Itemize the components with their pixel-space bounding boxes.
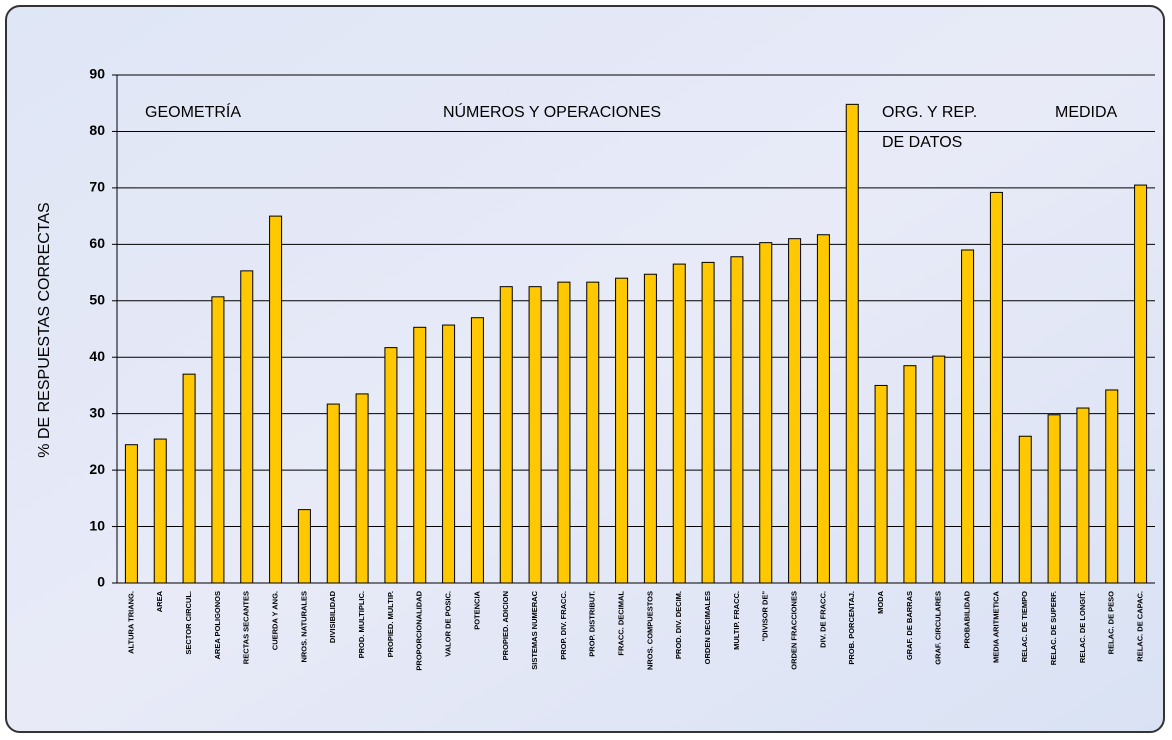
x-tick-label: RELAC. DE TIEMPO — [1020, 591, 1029, 662]
bar — [1018, 435, 1032, 584]
x-tick-label: PROP. DISTRIBUT. — [588, 591, 597, 657]
x-tick-label: ALTURA TRIANG. — [126, 591, 135, 654]
bar — [153, 438, 167, 584]
bar — [499, 286, 513, 584]
bar — [730, 256, 744, 584]
bar — [124, 444, 138, 584]
bar — [528, 286, 542, 584]
x-tick-label: MULTIP. FRACC. — [732, 591, 741, 650]
bar — [326, 403, 340, 584]
annotation: GEOMETRÍA — [145, 102, 241, 121]
bar — [269, 215, 283, 584]
x-tick-label: SISTEMAS NUMERAC — [530, 590, 539, 669]
y-tick-label: 10 — [89, 517, 105, 533]
bar — [1076, 407, 1090, 584]
y-tick-label: 90 — [89, 66, 105, 82]
x-tick-label: ORDEN FRACCIONES — [790, 591, 799, 670]
x-tick-label: PROPORCIONALIDAD — [415, 590, 424, 670]
x-tick-label: RELAC. DE LONGIT. — [1078, 591, 1087, 663]
annotation: NÚMEROS Y OPERACIONES — [443, 102, 661, 121]
y-tick-label: 50 — [89, 291, 105, 307]
annotation: ORG. Y REP. — [882, 104, 977, 121]
bar — [845, 103, 859, 584]
x-tick-label: AREA — [155, 590, 164, 612]
x-tick-label: SECTOR CIRCUL. — [184, 591, 193, 655]
x-tick-label: "DIVISOR DE" — [761, 591, 770, 642]
bar — [470, 317, 484, 584]
y-tick-label: 20 — [89, 461, 105, 477]
y-tick-label: 0 — [97, 574, 105, 590]
x-tick-label: ORDEN DECIMALES — [703, 591, 712, 664]
x-tick-label: PROBABILIDAD — [963, 590, 972, 648]
bar — [355, 393, 369, 584]
bar — [643, 273, 657, 584]
x-tick-label: RELAC. DE PESO — [1107, 591, 1116, 655]
x-tick-label: GRAF. DE BARRAS — [905, 591, 914, 660]
annotation: MEDIDA — [1055, 104, 1118, 121]
y-tick-label: 30 — [89, 404, 105, 420]
bar — [211, 296, 225, 584]
bar — [557, 281, 571, 584]
x-tick-label: PROPIED. ADICION — [501, 591, 510, 660]
x-tick-label: NROS. NATURALES — [299, 591, 308, 663]
x-tick-label: CUERDA Y ANG. — [271, 591, 280, 650]
bar — [615, 277, 629, 584]
bar — [240, 270, 254, 584]
y-axis-label: % DE RESPUESTAS CORRECTAS — [36, 202, 53, 457]
bar — [759, 242, 773, 584]
x-tick-label: POTENCIA — [472, 590, 481, 629]
bar — [297, 509, 311, 584]
bar — [442, 324, 456, 584]
x-tick-label: DIV. DE FRACC. — [818, 591, 827, 648]
y-tick-label: 80 — [89, 122, 105, 138]
bar — [701, 261, 715, 584]
x-tick-label: PROPIED. MULTIP. — [386, 591, 395, 657]
x-tick-label: PROP. DIV. FRACC. — [559, 591, 568, 660]
x-tick-label: PROD. DIV. DECIM. — [674, 591, 683, 659]
x-tick-label: MEDIA ARITMETICA — [991, 590, 1000, 663]
y-tick-label: 60 — [89, 235, 105, 251]
bar — [1105, 389, 1119, 584]
x-tick-label: MODA — [876, 590, 885, 613]
bar — [903, 365, 917, 584]
bar — [413, 326, 427, 584]
bar — [816, 234, 830, 584]
x-tick-label: RELAC. DE SUPERF. — [1049, 591, 1058, 665]
x-tick-label: GRAF. CIRCULARES — [934, 591, 943, 665]
bar — [1134, 184, 1148, 584]
x-tick-label: DIVISIBILIDAD — [328, 590, 337, 643]
y-tick-label: 70 — [89, 179, 105, 195]
bar — [586, 281, 600, 584]
x-tick-label: PROD. MULTIPLIC. — [357, 591, 366, 658]
bar — [182, 373, 196, 584]
x-tick-label: VALOR DE POSIC. — [444, 591, 453, 657]
y-tick-label: 40 — [89, 348, 105, 364]
bar — [672, 263, 686, 584]
x-tick-label: RELAC. DE CAPAC. — [1136, 591, 1145, 662]
bar — [874, 384, 888, 584]
bar — [788, 238, 802, 584]
bar — [384, 347, 398, 584]
x-tick-label: FRACC. DECIMAL — [617, 591, 626, 656]
bar — [932, 355, 946, 584]
x-tick-label: AREA POLIGONOS — [213, 591, 222, 659]
x-tick-label: PROB. PORCENTAJ. — [847, 591, 856, 665]
annotation: DE DATOS — [882, 134, 962, 151]
bar — [989, 191, 1003, 584]
x-tick-label: NROS. COMPUESTOS — [645, 591, 654, 670]
bar — [1047, 414, 1061, 584]
x-tick-label: RECTAS SECANTES — [242, 591, 251, 664]
bar — [961, 249, 975, 584]
